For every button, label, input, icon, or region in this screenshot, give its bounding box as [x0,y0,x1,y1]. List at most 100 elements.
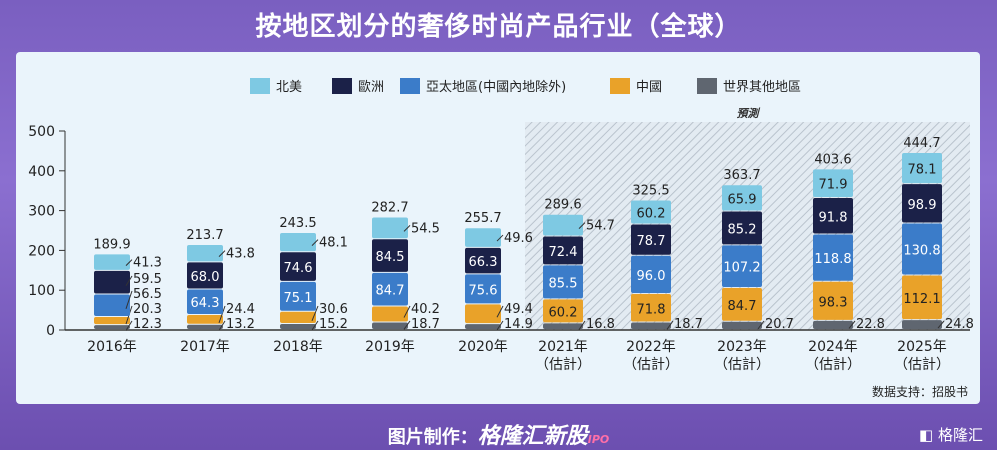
data-label: 84.5 [376,250,405,265]
data-label: 13.2 [226,317,255,332]
legend-label: 歐洲 [358,80,384,95]
data-label: 91.8 [819,210,848,225]
leader-line [218,250,226,258]
data-label: 49.6 [504,231,533,246]
y-tick-label: 100 [28,283,55,299]
leader-line [218,320,226,331]
leader-line [311,239,319,246]
x-tick-label: 2025年 [897,339,947,355]
bar-segment [94,294,130,317]
footer-prefix: 图片制作： [387,427,478,448]
bar-segment [722,185,762,211]
total-label: 363.7 [723,168,760,183]
x-tick-label: （估計） [623,357,679,373]
data-label: 84.7 [376,284,405,299]
leader-line [403,305,411,318]
data-label: 20.3 [133,302,162,317]
bar-segment [94,254,130,270]
data-label: 20.7 [765,317,794,332]
logo: ◧ 格隆汇 [919,426,983,444]
legend-label: 中國 [636,80,662,95]
total-label: 325.5 [632,183,669,198]
data-label: 40.2 [411,302,440,317]
bar-segment [280,311,316,323]
bar-segment [280,323,316,329]
leader-line [125,259,133,266]
bar-segment [902,223,942,275]
leader-line [757,320,765,330]
bar-segment [902,184,942,223]
bar-segment [187,244,223,262]
bar-segment [187,324,223,329]
bar-segment [722,321,762,329]
leader-line [311,320,319,331]
data-label: 78.1 [908,163,937,178]
bar-segment [631,255,671,293]
leader-line [578,320,586,330]
x-tick-label: （估計） [805,357,861,373]
data-label: 85.2 [728,222,757,237]
x-tick-label: （估計） [894,357,950,373]
bar-segment [372,217,408,239]
legend-swatch [610,78,630,94]
leader-line [125,290,133,309]
total-label: 289.6 [544,198,581,213]
data-label: 60.2 [549,305,578,320]
data-label: 64.3 [191,296,220,311]
forecast-label: 預測 [737,107,761,120]
bar-segment [722,288,762,321]
data-label: 41.3 [133,256,162,271]
x-tick-label: 2017年 [180,339,230,355]
bar-segment [902,275,942,320]
bar-segment [465,304,501,324]
total-label: 213.7 [186,228,223,243]
bar-segment [813,169,853,197]
bar-segment [631,322,671,329]
data-label: 24.4 [226,302,255,317]
legend-label: 北美 [276,80,302,95]
leader-line [311,305,319,322]
leader-line [218,305,226,324]
leader-line [937,320,945,329]
bar-segment [543,299,583,323]
leader-line [125,320,133,331]
total-label: 282.7 [371,201,408,216]
bar-segment [372,239,408,272]
bar-segment [94,325,130,329]
data-label: 118.8 [814,252,851,267]
bar-segment [187,262,223,289]
data-label: 16.8 [586,317,615,332]
legend-swatch [250,78,270,94]
source-note: 数据支持：招股书 [872,384,968,399]
bar-segment [465,228,501,247]
data-label: 112.1 [903,292,940,307]
data-label: 107.2 [723,261,760,276]
bar-segment [372,306,408,322]
bar-segment [631,200,671,224]
y-tick-label: 400 [28,164,55,180]
x-tick-label: 2020年 [458,339,508,355]
data-label: 59.5 [133,272,162,287]
legend-label: 亞太地區(中國內地除外) [426,80,566,95]
data-label: 18.7 [411,317,440,332]
data-label: 71.8 [637,302,666,317]
bar-segment [465,324,501,329]
total-label: 255.7 [464,211,501,226]
bar-segment [280,252,316,281]
bar-segment [187,315,223,324]
legend-swatch [400,78,420,94]
data-label: 68.0 [191,270,220,285]
data-label: 56.5 [133,287,162,302]
data-label: 84.7 [728,299,757,314]
x-tick-label: 2024年 [808,339,858,355]
leader-line [403,225,411,232]
footer: 图片制作：格隆汇新股IPO [0,418,997,450]
bar-segment [94,270,130,294]
bar-segment [280,233,316,252]
bar-segment [813,281,853,320]
data-label: 60.2 [637,206,666,221]
bar-segment [543,323,583,329]
bar-segment [631,224,671,255]
data-label: 66.3 [469,255,498,270]
y-tick-label: 300 [28,204,55,220]
